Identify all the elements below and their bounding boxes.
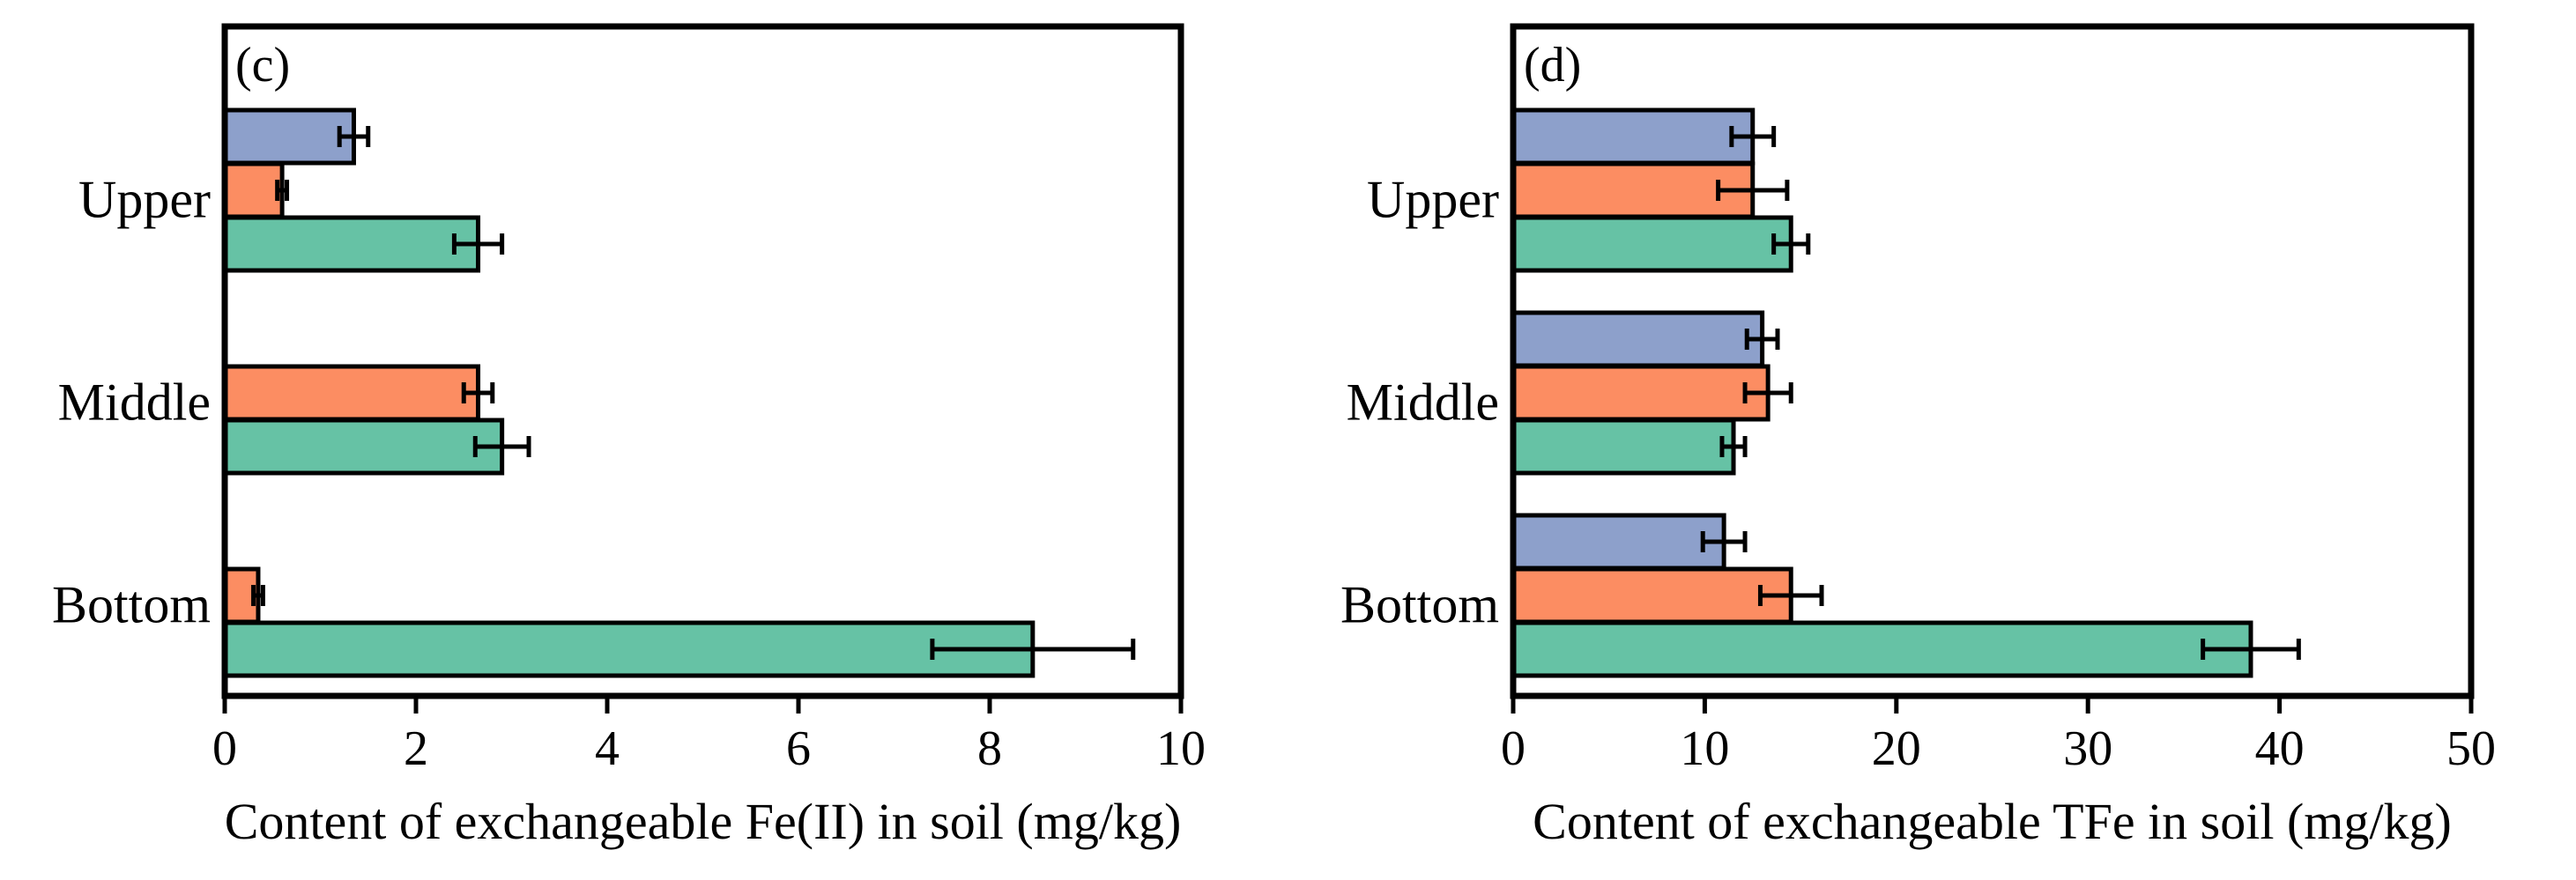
error-bar-middle-series-2 bbox=[461, 382, 495, 403]
bar-upper-series-2 bbox=[222, 161, 285, 219]
panel-label: (d) bbox=[1524, 38, 1581, 92]
category-label-bottom: Bottom bbox=[52, 576, 211, 634]
bar-bottom-series-2 bbox=[1511, 566, 1793, 625]
error-bar-upper-series-1 bbox=[1729, 126, 1777, 147]
category-label-upper: Upper bbox=[1367, 171, 1499, 229]
bar-upper-series-1 bbox=[1511, 107, 1756, 166]
bar-bottom-series-1 bbox=[1511, 513, 1726, 571]
error-bar-bottom-series-2 bbox=[251, 585, 265, 606]
bar-middle-series-3 bbox=[1511, 418, 1736, 476]
category-label-middle: Middle bbox=[1347, 373, 1499, 432]
category-label-middle: Middle bbox=[58, 373, 211, 432]
bar-middle-series-2 bbox=[1511, 364, 1771, 422]
x-axis-title: Content of exchangeable TFe in soil (mg/… bbox=[1533, 793, 2452, 850]
error-bar-upper-series-1 bbox=[337, 126, 371, 147]
x-tick-label: 6 bbox=[786, 721, 811, 776]
chart-panel-1: (c) Upper Middle Bottom 0 2 4 6 8 10 Content of ex… bbox=[52, 23, 1206, 850]
bar-bottom-series-3 bbox=[222, 620, 1036, 678]
x-tick-label: 2 bbox=[404, 721, 428, 776]
error-bar-bottom-series-3 bbox=[2201, 639, 2301, 660]
x-axis-title: Content of exchangeable Fe(II) in soil (… bbox=[225, 793, 1182, 850]
error-bar-middle-series-3 bbox=[1719, 436, 1748, 457]
x-tick-label: 30 bbox=[2063, 721, 2112, 776]
bar-upper-series-3 bbox=[1511, 215, 1793, 273]
x-tick-label: 40 bbox=[2255, 721, 2305, 776]
x-tick-label: 10 bbox=[1156, 721, 1206, 776]
x-tick-label: 20 bbox=[1872, 721, 1921, 776]
error-bar-bottom-series-1 bbox=[1700, 531, 1748, 552]
bar-middle-series-1 bbox=[1511, 310, 1765, 368]
plot-frame bbox=[221, 23, 1184, 699]
error-bar-bottom-series-2 bbox=[1757, 585, 1824, 606]
x-tick-label: 4 bbox=[595, 721, 620, 776]
plot-frame bbox=[1510, 23, 2475, 699]
chart-panel-2: (d) Upper Middle Bottom 0 10 20 30 40 50 Content o… bbox=[1340, 23, 2496, 850]
bar-middle-series-3 bbox=[222, 418, 505, 476]
error-bar-middle-series-3 bbox=[472, 436, 531, 457]
x-tick-label: 0 bbox=[212, 721, 237, 776]
x-tick-label: 8 bbox=[977, 721, 1002, 776]
x-tick-label: 0 bbox=[1501, 721, 1526, 776]
category-label-upper: Upper bbox=[78, 171, 211, 229]
bar-middle-series-2 bbox=[222, 364, 481, 422]
x-tick-label: 50 bbox=[2446, 721, 2496, 776]
panel-label: (c) bbox=[235, 38, 290, 92]
error-bar-upper-series-2 bbox=[1716, 180, 1790, 201]
error-bar-middle-series-1 bbox=[1744, 329, 1780, 350]
error-bar-middle-series-2 bbox=[1742, 382, 1793, 403]
error-bar-upper-series-3 bbox=[451, 233, 505, 255]
error-bar-upper-series-2 bbox=[275, 180, 290, 201]
bar-bottom-series-3 bbox=[1511, 620, 2253, 678]
bar-upper-series-1 bbox=[222, 107, 356, 166]
error-bar-bottom-series-3 bbox=[930, 639, 1136, 660]
category-label-bottom: Bottom bbox=[1340, 576, 1499, 634]
x-tick-label: 10 bbox=[1680, 721, 1729, 776]
error-bar-upper-series-3 bbox=[1771, 233, 1811, 255]
bar-upper-series-3 bbox=[222, 215, 481, 273]
